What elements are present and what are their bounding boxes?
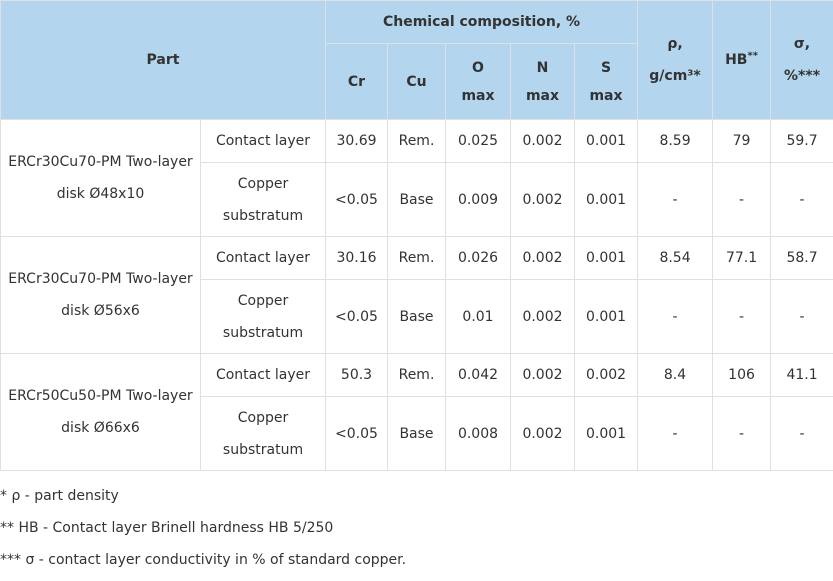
cell-o: 0.025 [446,120,511,163]
header-s-label: S [579,54,633,82]
cell-cr: 30.69 [326,120,388,163]
cell-o: 0.009 [446,163,511,237]
composition-table: Part Chemical composition, % ρ, g/cm³* H… [0,0,833,471]
footnotes: * ρ - part density ** HB - Contact layer… [0,485,406,581]
part-name: ERCr50Cu50-PM Two-layer disk Ø66x6 [1,354,201,471]
cell-s: 0.001 [575,120,638,163]
cell-hb: 77.1 [713,237,771,280]
cell-o: 0.008 [446,397,511,471]
header-hardness: HB** [713,1,771,120]
header-o-label: O [450,54,506,82]
layer-name: Contact layer [201,354,326,397]
cell-sigma: - [771,397,833,471]
table-row: ERCr30Cu70-PM Two-layer disk Ø56x6 Conta… [1,237,833,280]
cell-density: 8.59 [638,120,713,163]
cell-density: - [638,280,713,354]
cell-o: 0.01 [446,280,511,354]
cell-density: - [638,397,713,471]
cell-hb: 106 [713,354,771,397]
cell-density: 8.4 [638,354,713,397]
cell-cu: Base [388,280,446,354]
layer-name: Copper substratum [201,163,326,237]
table-row: ERCr30Cu70-PM Two-layer disk Ø48x10 Cont… [1,120,833,163]
header-hb-footnote-mark: ** [747,50,757,61]
layer-name: Copper substratum [201,397,326,471]
cell-s: 0.001 [575,397,638,471]
cell-s: 0.001 [575,237,638,280]
part-name: ERCr30Cu70-PM Two-layer disk Ø56x6 [1,237,201,354]
cell-cr: <0.05 [326,163,388,237]
cell-density: 8.54 [638,237,713,280]
cell-n: 0.002 [511,397,575,471]
header-part: Part [1,1,326,120]
cell-sigma: 59.7 [771,120,833,163]
cell-s: 0.001 [575,280,638,354]
cell-cr: 50.3 [326,354,388,397]
cell-cu: Base [388,163,446,237]
cell-sigma: 58.7 [771,237,833,280]
header-n-max: max [515,82,570,110]
cell-n: 0.002 [511,237,575,280]
cell-cr: <0.05 [326,397,388,471]
layer-name: Copper substratum [201,280,326,354]
layer-name: Contact layer [201,120,326,163]
cell-o: 0.026 [446,237,511,280]
cell-s: 0.001 [575,163,638,237]
cell-hb: - [713,280,771,354]
header-density-unit: g/cm³* [642,60,708,92]
cell-s: 0.002 [575,354,638,397]
part-name: ERCr30Cu70-PM Two-layer disk Ø48x10 [1,120,201,237]
cell-sigma: - [771,163,833,237]
table-header: Part Chemical composition, % ρ, g/cm³* H… [1,1,833,120]
cell-hb: 79 [713,120,771,163]
cell-hb: - [713,397,771,471]
cell-cu: Rem. [388,354,446,397]
cell-density: - [638,163,713,237]
cell-n: 0.002 [511,280,575,354]
cell-o: 0.042 [446,354,511,397]
header-sigma-unit: %*** [775,60,829,92]
header-s-max: max [579,82,633,110]
header-sigma-symbol: σ, [775,28,829,60]
footnote-hardness: ** HB - Contact layer Brinell hardness H… [0,517,406,549]
header-cu: Cu [388,44,446,120]
footnote-density: * ρ - part density [0,485,406,517]
header-density: ρ, g/cm³* [638,1,713,120]
layer-name: Contact layer [201,237,326,280]
header-chemical-composition: Chemical composition, % [326,1,638,44]
cell-sigma: 41.1 [771,354,833,397]
cell-cr: 30.16 [326,237,388,280]
header-conductivity: σ, %*** [771,1,833,120]
cell-cu: Rem. [388,120,446,163]
header-o-max: max [450,82,506,110]
header-hb-label: HB [725,52,747,68]
header-n-label: N [515,54,570,82]
header-cr: Cr [326,44,388,120]
cell-sigma: - [771,280,833,354]
cell-cr: <0.05 [326,280,388,354]
cell-hb: - [713,163,771,237]
header-density-symbol: ρ, [642,28,708,60]
table-row: ERCr50Cu50-PM Two-layer disk Ø66x6 Conta… [1,354,833,397]
table-body: ERCr30Cu70-PM Two-layer disk Ø48x10 Cont… [1,120,833,471]
footnote-conductivity: *** σ - contact layer conductivity in % … [0,549,406,581]
cell-n: 0.002 [511,163,575,237]
cell-n: 0.002 [511,120,575,163]
cell-cu: Base [388,397,446,471]
cell-n: 0.002 [511,354,575,397]
cell-cu: Rem. [388,237,446,280]
